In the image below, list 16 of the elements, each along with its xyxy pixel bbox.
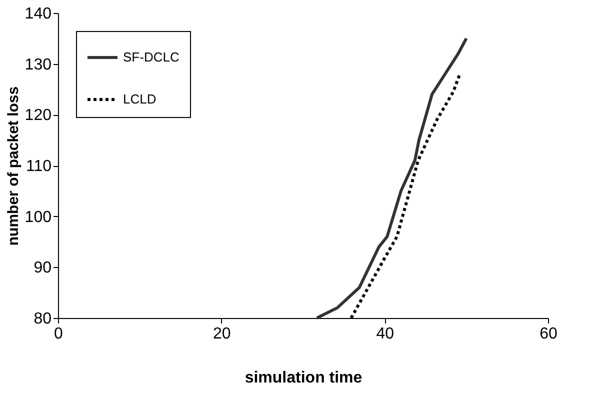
y-tick-label: 130 [24, 56, 52, 74]
x-tick-label: 0 [54, 326, 64, 342]
y-tick-label: 100 [24, 208, 52, 226]
y-tick-label: 110 [26, 158, 52, 175]
x-tick-label: 60 [540, 326, 558, 342]
x-tick-label: 40 [376, 326, 394, 342]
y-axis-title: number of packet loss [4, 86, 22, 246]
line-series [315, 36, 468, 320]
legend-label: SF-DCLC [123, 50, 180, 64]
y-tick-label: 90 [34, 260, 52, 277]
x-tick-label: 20 [212, 326, 231, 342]
y-tick-label: 120 [24, 107, 52, 124]
y-tick-label: 140 [24, 6, 52, 22]
legend-label: LCLD [123, 92, 156, 106]
x-axis-title: simulation time [244, 370, 362, 386]
y-tick-label: 80 [34, 310, 52, 328]
